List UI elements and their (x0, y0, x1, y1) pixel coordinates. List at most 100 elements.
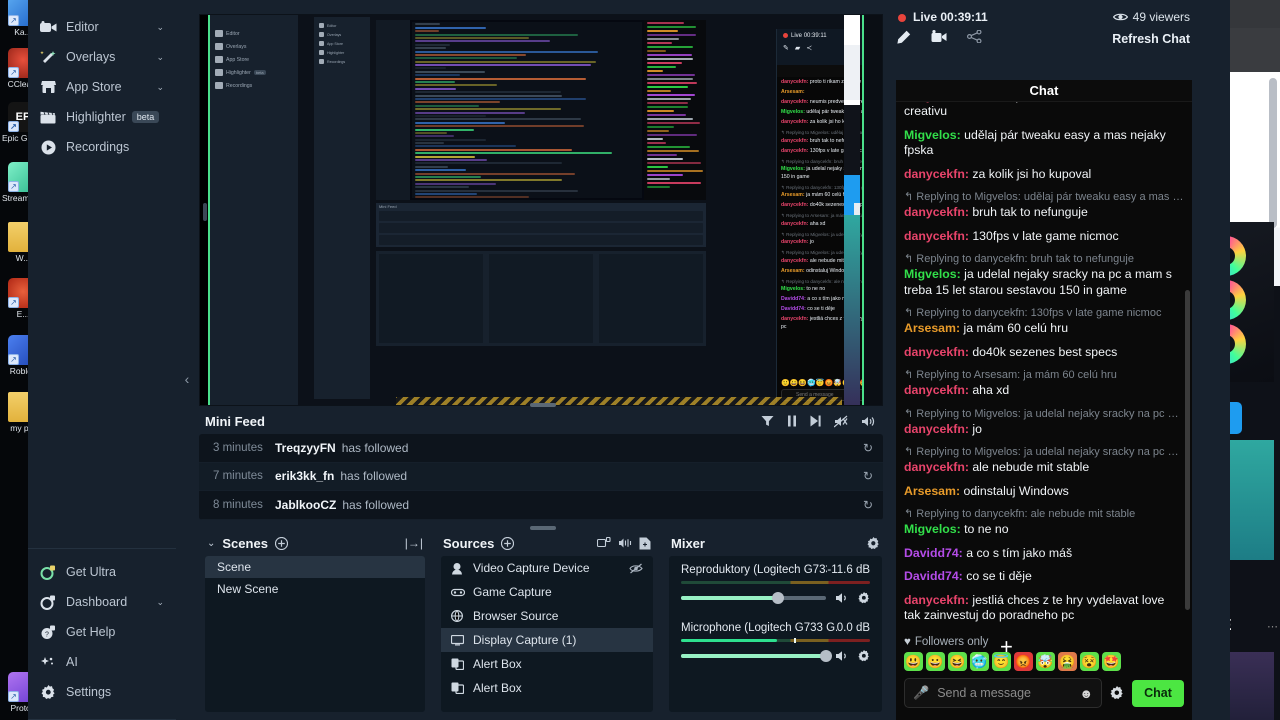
sidebar-item-overlays[interactable]: Overlays ⌄ (28, 42, 176, 72)
emote-button[interactable]: 🤯 (1036, 652, 1055, 671)
chevron-down-icon[interactable]: ⌄ (156, 22, 164, 33)
list-item[interactable]: 7 minutes erik3kk_fn has followed ↻ (199, 463, 883, 492)
stream-preview[interactable]: Editor Overlays App Store Highlighter bet… (199, 14, 883, 406)
chat-settings-gear-icon[interactable] (1110, 686, 1124, 700)
emote-button[interactable]: 🤩 (1102, 652, 1121, 671)
chat-username[interactable]: Davidd74: (904, 546, 963, 560)
chat-username[interactable]: danycekfn: (904, 422, 969, 436)
sidebar-item-get-help[interactable]: ? Get Help (28, 617, 176, 647)
microphone-icon[interactable]: 🎤 (913, 685, 929, 701)
chat-username[interactable]: Migvelos: (904, 128, 961, 142)
chat-input-box[interactable]: 🎤 Send a message ☻ (904, 678, 1102, 708)
captured-code-line (415, 98, 586, 100)
sidebar-item-ai[interactable]: AI (28, 647, 176, 677)
send-chat-button[interactable]: Chat (1132, 680, 1184, 707)
sidebar-item-recordings[interactable]: Recordings (28, 132, 176, 162)
replay-alert-icon[interactable]: ↻ (863, 498, 873, 512)
collapse-sidebar-chevron-icon[interactable]: ‹ (178, 368, 196, 390)
scene-item[interactable]: Scene (205, 556, 425, 578)
emote-button[interactable]: 🤮 (1058, 652, 1077, 671)
source-item[interactable]: Video Capture Device (441, 556, 653, 580)
preview-resize-handle[interactable] (530, 403, 556, 407)
mute-toggle-icon[interactable] (835, 650, 849, 662)
source-item[interactable]: Alert Box (441, 676, 653, 700)
mixer-channels[interactable]: Reproduktory (Logitech G733 ... -11.6 dB (669, 556, 882, 712)
sound-icon[interactable] (861, 415, 875, 428)
audio-filters-icon[interactable] (618, 537, 632, 549)
chat-username[interactable]: danycekfn: (904, 229, 969, 243)
sources-list[interactable]: Video Capture Device Game Capture (441, 556, 653, 712)
channel-settings-gear-icon[interactable] (858, 650, 870, 662)
share-icon[interactable] (967, 30, 982, 45)
emote-button[interactable]: 😃 (904, 652, 923, 671)
add-scene-button[interactable] (275, 537, 288, 550)
overflow-dots-icon[interactable]: ⋯ (1267, 620, 1278, 633)
emote-button[interactable]: 😀 (926, 652, 945, 671)
source-item[interactable]: Alert Box (441, 652, 653, 676)
replay-alert-icon[interactable]: ↻ (863, 469, 873, 483)
sidebar-item-settings[interactable]: Settings (28, 677, 176, 707)
sidebar-item-get-ultra[interactable]: Get Ultra (28, 557, 176, 587)
chat-username[interactable]: Arsesam: (904, 484, 960, 498)
source-item-selected[interactable]: Display Capture (1) (441, 628, 653, 652)
source-item[interactable]: Browser Source (441, 604, 653, 628)
source-resize-handle-left[interactable] (203, 203, 207, 221)
emoji-picker-icon[interactable]: ☻ (1079, 686, 1093, 701)
mute-toggle-icon[interactable] (835, 592, 849, 604)
chat-username[interactable]: danycekfn: (904, 102, 969, 103)
chat-username[interactable]: Migvelos: (904, 267, 961, 281)
camera-icon[interactable] (931, 30, 947, 45)
chat-username[interactable]: danycekfn: (904, 593, 969, 607)
edit-icon[interactable] (896, 30, 911, 45)
sidebar-item-app-store[interactable]: App Store ⌄ (28, 72, 176, 102)
list-item[interactable]: 3 minutes TreqzyyFN has followed ↻ (199, 434, 883, 463)
chevron-down-icon[interactable]: ⌄ (156, 52, 164, 63)
chat-username[interactable]: Arsesam: (904, 321, 960, 335)
chat-username[interactable]: danycekfn: (904, 383, 969, 397)
skip-icon[interactable] (810, 415, 821, 427)
chat-username[interactable]: danycekfn: (904, 167, 969, 181)
volume-slider[interactable] (681, 596, 826, 600)
emote-button[interactable]: 😡 (1014, 652, 1033, 671)
remove-source-icon[interactable] (639, 537, 651, 550)
emote-picker-row[interactable]: 😃 😀 😆 🥶 😇 😡 🤯 🤮 😵 🤩 (904, 652, 1184, 671)
scenes-list[interactable]: Scene New Scene (205, 556, 425, 712)
sidebar-item-editor[interactable]: Editor ⌄ (28, 12, 176, 42)
mixer-settings-gear-icon[interactable] (867, 537, 880, 550)
list-item[interactable]: 8 minutes JablkooCZ has followed ↻ (199, 491, 883, 520)
chat-username[interactable]: danycekfn: (904, 205, 969, 219)
chat-username[interactable]: Migvelos: (904, 522, 961, 536)
channel-settings-gear-icon[interactable] (858, 592, 870, 604)
refresh-chat-button[interactable]: Refresh Chat (1112, 32, 1190, 46)
chat-username[interactable]: Davidd74: (904, 569, 963, 583)
chevron-down-icon[interactable]: ⌄ (156, 597, 164, 608)
pause-icon[interactable] (787, 415, 797, 427)
scene-transitions-icon[interactable]: |→| (405, 536, 423, 550)
emote-button[interactable]: 😆 (948, 652, 967, 671)
source-resize-handle-right[interactable] (854, 203, 860, 215)
add-source-button[interactable] (501, 537, 514, 550)
chat-username[interactable]: danycekfn: (904, 460, 969, 474)
source-item[interactable]: Game Capture (441, 580, 653, 604)
captured-code-line (415, 105, 479, 107)
sidebar-item-dashboard[interactable]: Dashboard ⌄ (28, 587, 176, 617)
chevron-down-icon[interactable]: ⌄ (207, 538, 215, 549)
duplicate-source-icon[interactable] (597, 537, 611, 549)
volume-slider[interactable] (681, 654, 826, 658)
mute-alert-icon[interactable] (834, 415, 848, 428)
chevron-down-icon[interactable]: ⌄ (156, 82, 164, 93)
main-column: Editor Overlays App Store Highlighter bet… (196, 0, 886, 720)
emote-button[interactable]: 🥶 (970, 652, 989, 671)
sidebar-item-highlighter[interactable]: Highlighter beta (28, 102, 176, 132)
chat-scrollbar[interactable] (1185, 290, 1190, 610)
chat-message-list[interactable]: danycekfn: proto ti rikam ze jsi cw na c… (896, 102, 1192, 632)
emote-button[interactable]: 😵 (1080, 652, 1099, 671)
scene-item[interactable]: New Scene (205, 578, 425, 600)
chat-username[interactable]: danycekfn: (904, 345, 969, 359)
filter-icon[interactable] (761, 415, 774, 427)
hidden-eye-icon[interactable] (629, 563, 643, 574)
browser-scrollbar[interactable] (1269, 78, 1277, 228)
mini-feed-list[interactable]: 3 minutes TreqzyyFN has followed ↻ 7 min… (199, 434, 883, 520)
captured-nav-label: Highlighter (327, 51, 344, 55)
replay-alert-icon[interactable]: ↻ (863, 441, 873, 455)
